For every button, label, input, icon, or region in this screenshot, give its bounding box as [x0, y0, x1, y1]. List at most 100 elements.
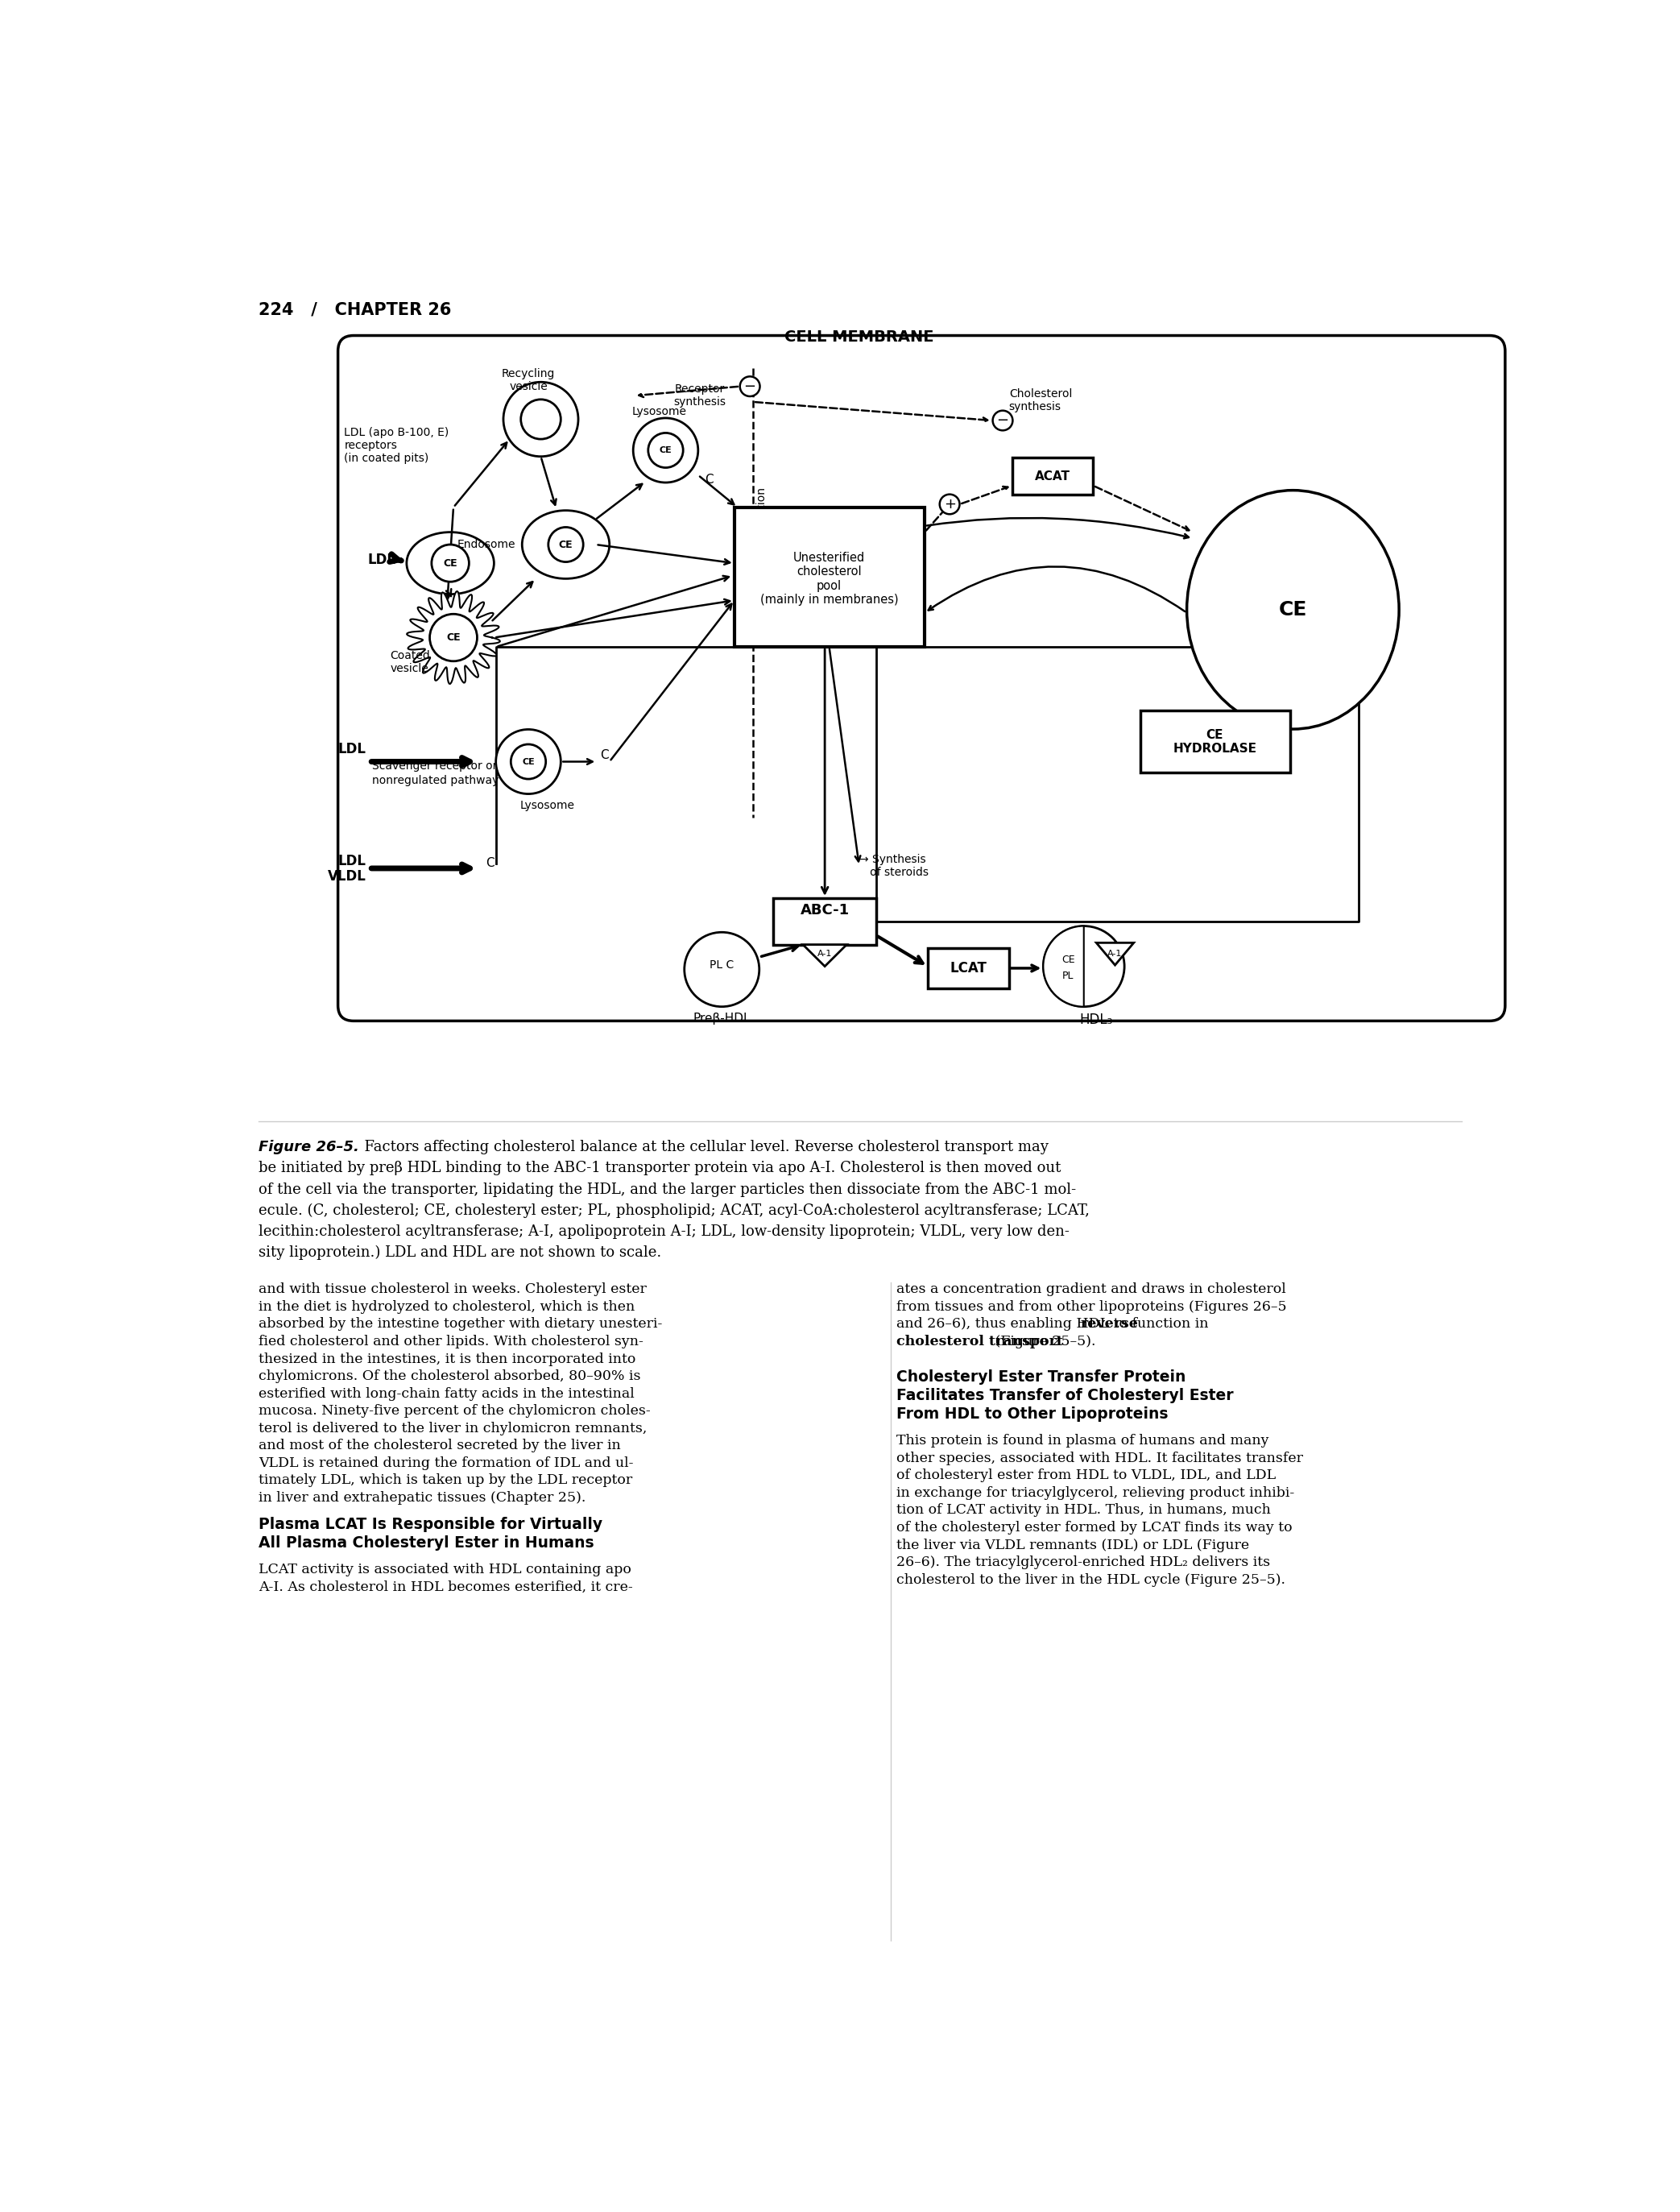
Text: LDL: LDL [338, 854, 366, 867]
Circle shape [521, 400, 561, 440]
Text: CE: CE [447, 633, 460, 644]
Ellipse shape [407, 533, 494, 595]
Text: ACAT: ACAT [1035, 471, 1070, 482]
Text: CE: CE [444, 557, 457, 568]
Text: thesized in the intestines, it is then incorporated into: thesized in the intestines, it is then i… [259, 1352, 637, 1365]
Text: Scavenger receptor or: Scavenger receptor or [373, 761, 497, 772]
Text: the liver via VLDL remnants (IDL) or LDL (Figure: the liver via VLDL remnants (IDL) or LDL… [897, 1537, 1250, 1553]
Text: Lysosome: Lysosome [519, 801, 575, 812]
Text: Lysosome: Lysosome [632, 407, 687, 418]
Text: in liver and extrahepatic tissues (Chapter 25).: in liver and extrahepatic tissues (Chapt… [259, 1491, 586, 1504]
Text: Receptor
synthesis: Receptor synthesis [674, 383, 726, 407]
Text: Coated
vesicle: Coated vesicle [390, 650, 430, 675]
Text: VLDL is retained during the formation of IDL and ul-: VLDL is retained during the formation of… [259, 1455, 633, 1471]
Text: timately LDL, which is taken up by the LDL receptor: timately LDL, which is taken up by the L… [259, 1473, 633, 1486]
Text: Preβ-HDL: Preβ-HDL [694, 1013, 751, 1024]
Text: +: + [944, 498, 956, 511]
Text: LDL (apo B-100, E)
receptors
(in coated pits): LDL (apo B-100, E) receptors (in coated … [344, 427, 449, 465]
Circle shape [939, 493, 959, 513]
Text: cholesterol transport: cholesterol transport [897, 1334, 1063, 1349]
Circle shape [511, 743, 546, 779]
Text: Cholesteryl Ester Transfer Protein: Cholesteryl Ester Transfer Protein [897, 1369, 1186, 1385]
Circle shape [739, 376, 759, 396]
Circle shape [684, 931, 759, 1006]
Text: C: C [706, 473, 714, 484]
Text: PL: PL [1062, 971, 1074, 980]
Text: (Figure 25–5).: (Figure 25–5). [991, 1334, 1095, 1349]
Text: lecithin:cholesterol acyltransferase; A-I, apolipoprotein A-I; LDL, low-density : lecithin:cholesterol acyltransferase; A-… [259, 1225, 1070, 1239]
Circle shape [993, 411, 1013, 431]
Text: A-1: A-1 [1107, 949, 1122, 958]
Text: 26–6). The triacylglycerol-enriched HDL₂ delivers its: 26–6). The triacylglycerol-enriched HDL₂… [897, 1555, 1270, 1568]
Text: VLDL: VLDL [328, 869, 366, 883]
Text: Factors affecting cholesterol balance at the cellular level. Reverse cholesterol: Factors affecting cholesterol balance at… [356, 1139, 1048, 1155]
Text: CE: CE [522, 759, 534, 765]
Circle shape [430, 615, 477, 661]
Text: ABC-1: ABC-1 [800, 902, 850, 918]
Text: and most of the cholesterol secreted by the liver in: and most of the cholesterol secreted by … [259, 1440, 622, 1453]
Text: LCAT activity is associated with HDL containing apo: LCAT activity is associated with HDL con… [259, 1564, 632, 1577]
Text: CE: CE [1278, 599, 1307, 619]
Text: and with tissue cholesterol in weeks. Cholesteryl ester: and with tissue cholesterol in weeks. Ch… [259, 1283, 647, 1296]
Text: −: − [996, 414, 1008, 427]
Text: be initiated by preβ HDL binding to the ABC-1 transporter protein via apo A-I. C: be initiated by preβ HDL binding to the … [259, 1161, 1062, 1175]
Text: All Plasma Cholesteryl Ester in Humans: All Plasma Cholesteryl Ester in Humans [259, 1535, 595, 1551]
Text: Recycling
vesicle: Recycling vesicle [502, 367, 554, 392]
Text: CE: CE [559, 540, 573, 551]
Circle shape [633, 418, 699, 482]
Text: Plasma LCAT Is Responsible for Virtually: Plasma LCAT Is Responsible for Virtually [259, 1517, 603, 1533]
Circle shape [504, 383, 578, 456]
Text: C: C [600, 750, 608, 761]
Text: and 26–6), thus enabling HDL to function in: and 26–6), thus enabling HDL to function… [897, 1318, 1213, 1332]
Text: LCAT: LCAT [949, 960, 986, 975]
Bar [1011, 458, 1094, 495]
Text: HDL₃: HDL₃ [1080, 1013, 1112, 1026]
Text: sity lipoprotein.) LDL and HDL are not shown to scale.: sity lipoprotein.) LDL and HDL are not s… [259, 1245, 662, 1261]
Polygon shape [407, 591, 501, 684]
Text: from tissues and from other lipoproteins (Figures 26–5: from tissues and from other lipoproteins… [897, 1301, 1287, 1314]
Text: Facilitates Transfer of Cholesteryl Ester: Facilitates Transfer of Cholesteryl Este… [897, 1389, 1233, 1402]
Text: in the diet is hydrolyzed to cholesterol, which is then: in the diet is hydrolyzed to cholesterol… [259, 1301, 635, 1314]
Text: 224   /   CHAPTER 26: 224 / CHAPTER 26 [259, 301, 452, 319]
Bar [773, 898, 875, 945]
Bar [734, 507, 924, 646]
Circle shape [432, 544, 469, 582]
Text: esterified with long-chain fatty acids in the intestinal: esterified with long-chain fatty acids i… [259, 1387, 635, 1400]
Text: A-I. As cholesterol in HDL becomes esterified, it cre-: A-I. As cholesterol in HDL becomes ester… [259, 1579, 633, 1595]
Text: fied cholesterol and other lipids. With cholesterol syn-: fied cholesterol and other lipids. With … [259, 1334, 643, 1349]
Text: ecule. (C, cholesterol; CE, cholesteryl ester; PL, phospholipid; ACAT, acyl-CoA:: ecule. (C, cholesterol; CE, cholesteryl … [259, 1203, 1090, 1219]
Bar [1141, 710, 1290, 772]
Text: Unesterified
cholesterol
pool
(mainly in membranes): Unesterified cholesterol pool (mainly in… [759, 551, 899, 606]
Text: cholesterol to the liver in the HDL cycle (Figure 25–5).: cholesterol to the liver in the HDL cycl… [897, 1573, 1285, 1586]
Polygon shape [803, 945, 847, 967]
Text: CE
HYDROLASE: CE HYDROLASE [1173, 728, 1257, 754]
Circle shape [648, 434, 684, 467]
Text: absorbed by the intestine together with dietary unesteri-: absorbed by the intestine together with … [259, 1318, 662, 1332]
Text: of the cell via the transporter, lipidating the HDL, and the larger particles th: of the cell via the transporter, lipidat… [259, 1181, 1077, 1197]
Text: LDL: LDL [338, 741, 366, 757]
Text: other species, associated with HDL. It facilitates transfer: other species, associated with HDL. It f… [897, 1451, 1304, 1464]
Text: Figure 26–5.: Figure 26–5. [259, 1139, 360, 1155]
Circle shape [548, 526, 583, 562]
Text: terol is delivered to the liver in chylomicron remnants,: terol is delivered to the liver in chylo… [259, 1422, 647, 1436]
Circle shape [496, 730, 561, 794]
Text: A-1: A-1 [818, 949, 832, 958]
Bar [927, 947, 1010, 989]
Polygon shape [1097, 942, 1134, 964]
Text: chylomicrons. Of the cholesterol absorbed, 80–90% is: chylomicrons. Of the cholesterol absorbe… [259, 1369, 640, 1382]
Text: Endosome: Endosome [457, 540, 516, 551]
Text: C: C [486, 858, 494, 869]
Text: of the cholesteryl ester formed by LCAT finds its way to: of the cholesteryl ester formed by LCAT … [897, 1522, 1292, 1535]
Text: CELL MEMBRANE: CELL MEMBRANE [785, 330, 934, 345]
Text: PL C: PL C [709, 960, 734, 971]
Ellipse shape [522, 511, 610, 580]
Text: From HDL to Other Lipoproteins: From HDL to Other Lipoproteins [897, 1407, 1168, 1422]
Text: CE: CE [1062, 956, 1075, 964]
Text: −: − [744, 378, 756, 394]
Circle shape [1043, 927, 1124, 1006]
Text: reverse: reverse [1080, 1318, 1139, 1332]
Text: LDL: LDL [368, 553, 396, 566]
Text: ates a concentration gradient and draws in cholesterol: ates a concentration gradient and draws … [897, 1283, 1287, 1296]
Wedge shape [1043, 927, 1084, 1006]
Text: This protein is found in plasma of humans and many: This protein is found in plasma of human… [897, 1433, 1268, 1447]
